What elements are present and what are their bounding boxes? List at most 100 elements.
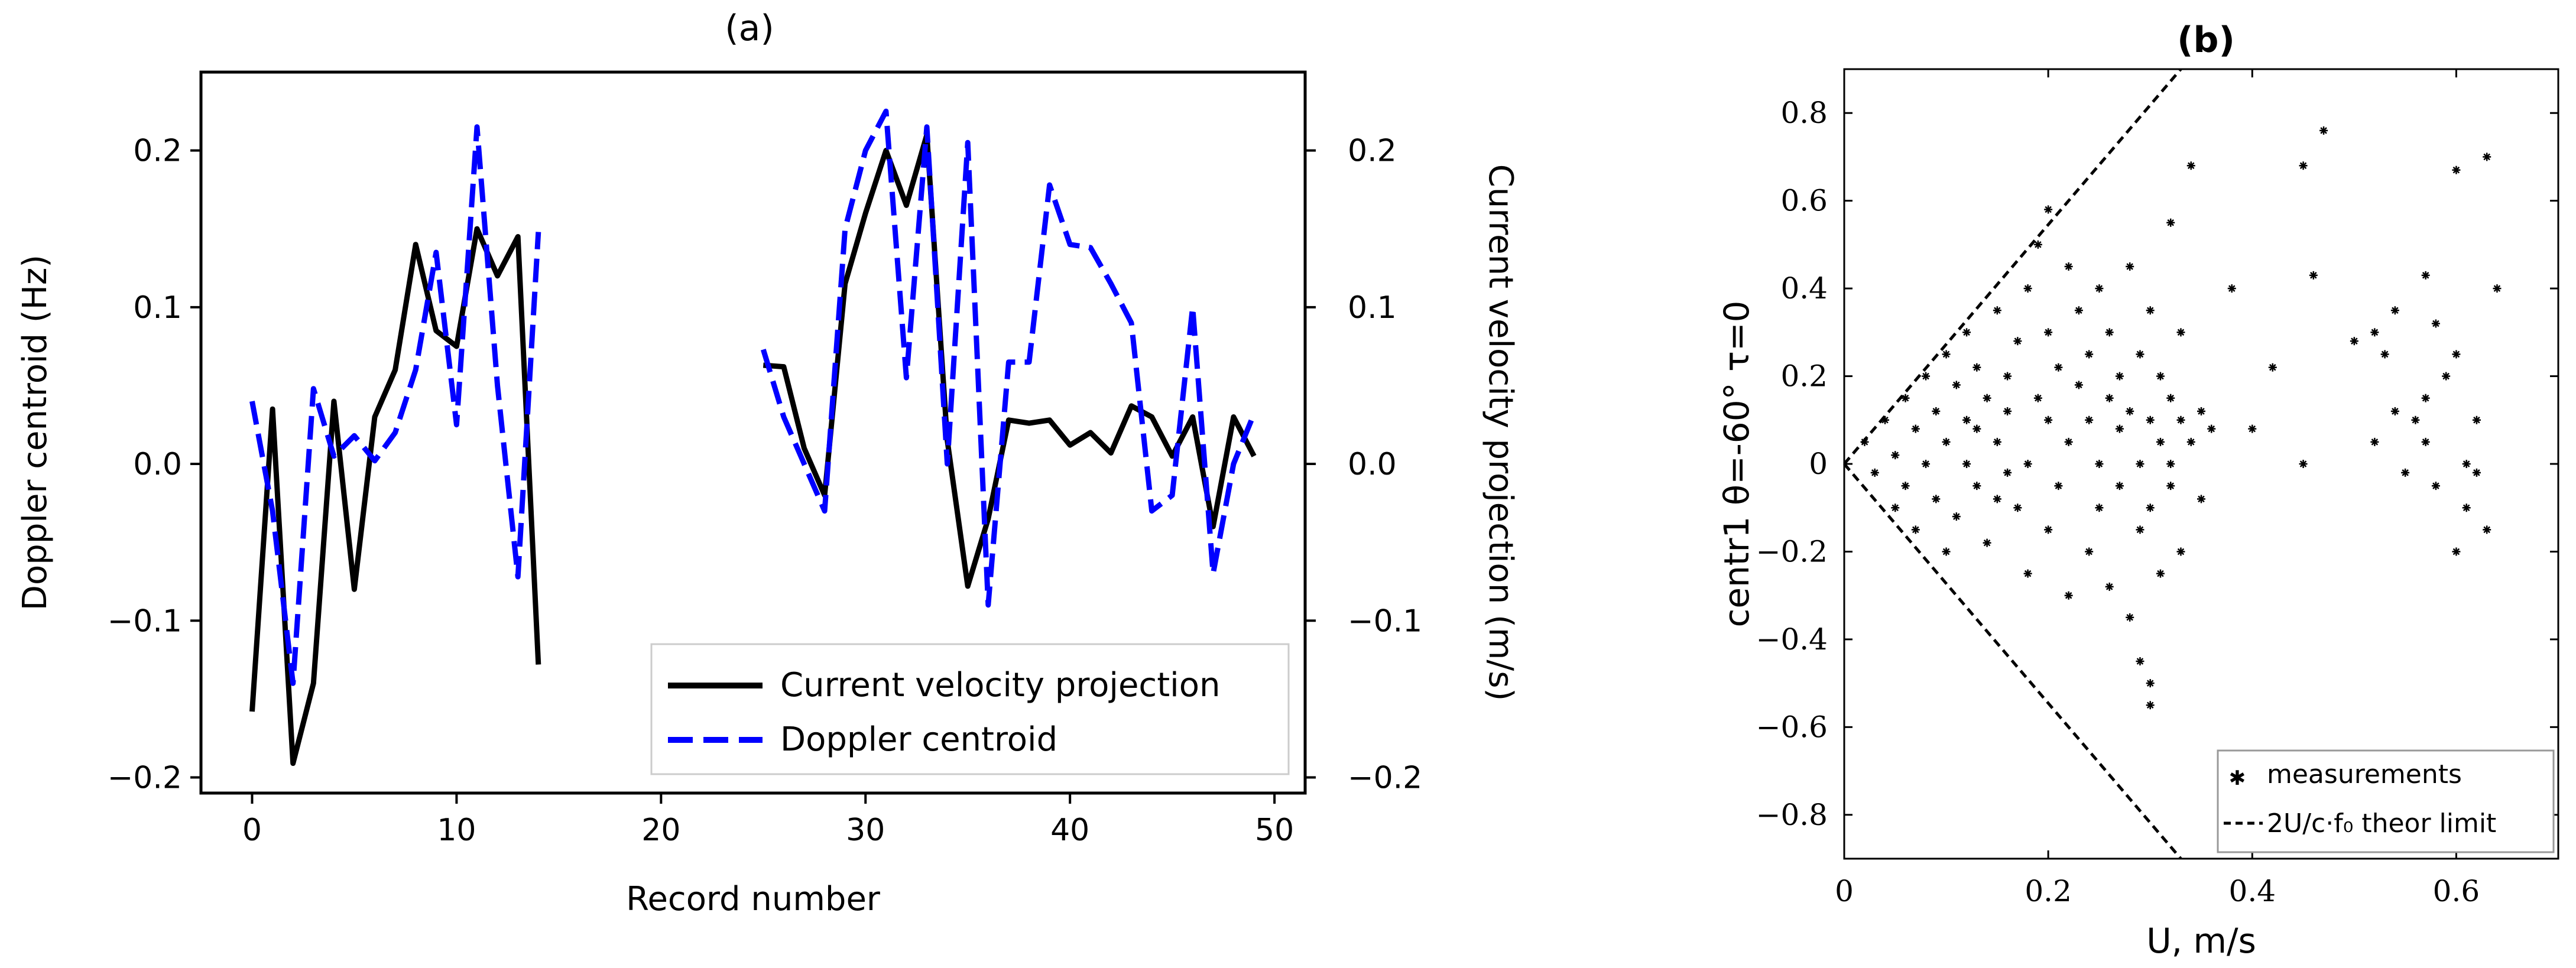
measurement-point xyxy=(2166,218,2175,227)
y-tick-label: −0.6 xyxy=(1756,710,1828,744)
measurement-point xyxy=(1993,437,2001,446)
measurement-point xyxy=(1911,525,1920,534)
measurement-point xyxy=(2146,679,2155,688)
measurement-point xyxy=(1881,415,1890,424)
y-tick-label: 0.2 xyxy=(1780,359,1828,394)
legend-swatch-measurements: ✱ xyxy=(2229,766,2246,790)
measurement-point xyxy=(2023,460,2032,468)
measurement-point xyxy=(2044,525,2053,534)
measurement-point xyxy=(2227,284,2236,293)
doppler-centroid-line-1 xyxy=(760,108,1257,608)
measurement-point xyxy=(2136,525,2144,534)
measurement-point xyxy=(2085,547,2094,556)
measurement-point xyxy=(2431,482,2440,491)
panel-a-plot-area xyxy=(249,108,1257,766)
measurement-point xyxy=(2452,547,2461,556)
measurement-point xyxy=(2146,504,2155,512)
measurement-point xyxy=(1922,372,1931,381)
y-tick-label: 0.2 xyxy=(133,134,182,169)
y-tick-label: −0.2 xyxy=(1756,534,1828,569)
measurement-point xyxy=(2033,240,2042,249)
y-tick-label: −0.4 xyxy=(1756,622,1828,657)
measurement-point xyxy=(2390,407,2399,415)
measurement-point xyxy=(2064,262,2073,271)
panel-a-y-ticks: −0.2 −0.1 0.0 0.1 0.2 xyxy=(108,134,201,795)
measurement-point xyxy=(2299,460,2308,468)
right-y-tick-label: −0.1 xyxy=(1348,603,1422,639)
measurement-point xyxy=(2421,271,2430,280)
current-velocity-line-1 xyxy=(763,132,1257,589)
panel-a-x-axis-label: Record number xyxy=(626,880,881,918)
measurement-point xyxy=(2166,394,2175,402)
measurement-point xyxy=(2421,437,2430,446)
y-tick-label: −0.8 xyxy=(1756,798,1828,832)
measurement-point xyxy=(2146,306,2155,315)
measurement-point xyxy=(2095,284,2104,293)
legend-label-current-velocity: Current velocity projection xyxy=(780,666,1220,704)
measurement-point xyxy=(1901,482,1910,491)
measurement-point xyxy=(2380,350,2389,359)
measurement-point xyxy=(2064,437,2073,446)
x-tick-label: 0.4 xyxy=(2229,874,2276,908)
measurement-point xyxy=(2176,547,2185,556)
measurement-point xyxy=(2452,165,2461,174)
measurement-point xyxy=(2074,381,2083,389)
panel-a-right-y-ticks: −0.2 −0.1 0.0 0.1 0.2 xyxy=(1305,134,1422,795)
measurement-point xyxy=(2452,350,2461,359)
measurement-point xyxy=(2013,337,2022,346)
panel-a-legend: Current velocity projection Doppler cent… xyxy=(650,643,1290,775)
measurement-point xyxy=(2105,582,2114,591)
x-tick-label: 10 xyxy=(437,813,476,848)
panel-b-frame xyxy=(1843,68,2559,860)
measurement-point xyxy=(2207,424,2216,433)
y-tick-label: −0.2 xyxy=(108,760,182,795)
measurement-point xyxy=(1962,460,1971,468)
panel-a-y-axis-label: Doppler centroid (Hz) xyxy=(16,255,54,610)
legend-label-doppler-centroid: Doppler centroid xyxy=(780,720,1057,759)
measurement-point xyxy=(2248,424,2257,433)
measurement-point xyxy=(2095,460,2104,468)
measurement-point xyxy=(2411,415,2420,424)
doppler-centroid-line-0 xyxy=(249,124,541,686)
measurement-point xyxy=(2003,372,2012,381)
measurement-point xyxy=(2483,525,2491,534)
x-tick-label: 30 xyxy=(846,813,885,848)
measurement-point xyxy=(2156,372,2165,381)
measurement-point xyxy=(1993,495,2001,504)
measurement-point xyxy=(1942,350,1951,359)
y-tick-label: 0.6 xyxy=(1780,184,1828,218)
measurement-point xyxy=(1983,394,1991,402)
measurement-point xyxy=(2105,328,2114,337)
measurement-point xyxy=(1932,495,1941,504)
theor-limit-lower-line xyxy=(1843,463,2182,860)
measurement-point xyxy=(2401,468,2410,477)
measurement-point xyxy=(2186,437,2195,446)
measurement-point xyxy=(2044,328,2053,337)
measurement-point xyxy=(2095,504,2104,512)
right-y-tick-label: 0.1 xyxy=(1348,290,1397,326)
right-y-tick-label: −0.2 xyxy=(1348,760,1422,795)
measurement-point xyxy=(2156,437,2165,446)
measurement-point xyxy=(2044,415,2053,424)
measurement-point xyxy=(2074,306,2083,315)
y-tick-label: −0.1 xyxy=(108,603,182,639)
measurement-point xyxy=(1962,415,1971,424)
measurement-point xyxy=(2115,424,2124,433)
measurement-point xyxy=(2146,701,2155,710)
measurement-point xyxy=(1870,468,1879,477)
legend-label-measurements: measurements xyxy=(2267,759,2462,790)
y-tick-label: 0.8 xyxy=(1780,96,1828,130)
measurement-point xyxy=(2033,394,2042,402)
panel-a-title: (a) xyxy=(725,8,774,49)
measurement-point xyxy=(1952,512,1961,521)
panel-a-frame xyxy=(199,70,1307,795)
measurement-point xyxy=(1901,394,1910,402)
measurement-point xyxy=(2186,161,2195,170)
measurement-point xyxy=(2197,495,2205,504)
measurement-point xyxy=(2472,468,2481,477)
measurement-point xyxy=(2483,152,2491,161)
x-tick-label: 0 xyxy=(242,813,262,848)
measurement-point xyxy=(1942,437,1951,446)
measurement-point xyxy=(2023,284,2032,293)
measurement-point xyxy=(1891,451,1900,460)
